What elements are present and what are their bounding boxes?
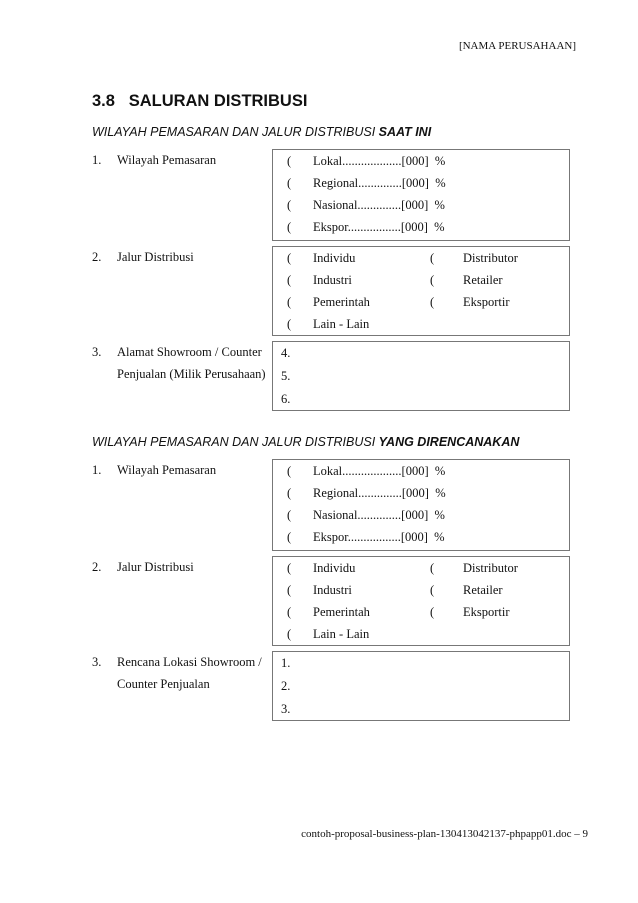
checkbox[interactable]: ( [430, 273, 435, 287]
checkbox[interactable]: ( [287, 486, 292, 500]
option-label: Eksportir [463, 605, 510, 619]
option-label: Regional..............[000] % [313, 176, 446, 190]
address-line[interactable]: 5. [281, 369, 291, 383]
address-line[interactable]: 6. [281, 392, 291, 406]
option-label: Nasional..............[000] % [313, 508, 445, 522]
item-box: ( Lokal...................[000] % ( Regiona… [272, 149, 570, 241]
checkbox[interactable]: ( [287, 464, 292, 478]
checkbox[interactable]: ( [287, 508, 292, 522]
checkbox[interactable]: ( [287, 154, 292, 168]
option-label: Pemerintah [313, 605, 370, 619]
item-box: 1. 2. 3. [272, 651, 570, 721]
option-label: Ekspor.................[000] % [313, 220, 445, 234]
checkbox[interactable]: ( [287, 317, 292, 331]
option-label: Individu [313, 561, 356, 575]
item-number: 2. [92, 250, 102, 264]
item-box: ( Lokal...................[000] % ( Regiona… [272, 459, 570, 551]
checkbox[interactable]: ( [430, 583, 435, 597]
option-label: Distributor [463, 251, 518, 265]
option-label: Lain - Lain [313, 317, 370, 331]
checkbox[interactable]: ( [430, 251, 435, 265]
address-line[interactable]: 3. [281, 702, 291, 716]
item-label: Wilayah Pemasaran [117, 463, 217, 477]
checkbox[interactable]: ( [430, 561, 435, 575]
checkbox[interactable]: ( [287, 561, 292, 575]
checkbox[interactable]: ( [287, 220, 292, 234]
option-label: Retailer [463, 583, 503, 597]
option-label: Nasional..............[000] % [313, 198, 445, 212]
checkbox[interactable]: ( [287, 583, 292, 597]
item-label: Jalur Distribusi [117, 560, 194, 574]
page-header: [NAMA PERUSAHAAN] [458, 40, 576, 52]
page-footer: contoh-proposal-business-plan-1304130421… [301, 828, 588, 840]
checkbox[interactable]: ( [287, 251, 292, 265]
checkbox[interactable]: ( [287, 627, 292, 641]
item-number: 2. [92, 560, 102, 574]
item-box: ( Individu ( Industri ( Pemerintah ( Lain - Lai… [272, 246, 570, 336]
option-label: Ekspor.................[000] % [313, 530, 445, 544]
option-label: Eksportir [463, 295, 510, 309]
option-label: Lokal...................[000] % [313, 154, 446, 168]
option-label: Regional..............[000] % [313, 486, 446, 500]
option-label: Lain - Lain [313, 627, 370, 641]
address-line[interactable]: 1. [281, 656, 291, 670]
item-box: ( Individu ( Industri ( Pemerintah ( Lain - Lai… [272, 556, 570, 646]
checkbox[interactable]: ( [430, 605, 435, 619]
address-line[interactable]: 4. [281, 346, 291, 360]
checkbox[interactable]: ( [287, 605, 292, 619]
item-number: 1. [92, 463, 102, 477]
item-label: Jalur Distribusi [117, 250, 194, 264]
option-label: Lokal...................[000] % [313, 464, 446, 478]
checkbox[interactable]: ( [430, 295, 435, 309]
option-label: Industri [313, 273, 352, 287]
item-label: Alamat Showroom / Counter Penjualan (Mili… [117, 345, 266, 381]
item-label: Wilayah Pemasaran [117, 153, 217, 167]
item-label: Rencana Lokasi Showroom / Counter Penjual… [117, 655, 262, 691]
checkbox[interactable]: ( [287, 530, 292, 544]
checkbox[interactable]: ( [287, 176, 292, 190]
option-label: Pemerintah [313, 295, 370, 309]
option-label: Individu [313, 251, 356, 265]
section-subtitle: WILAYAH PEMASARAN DAN JALUR DISTRIBUSI S… [92, 125, 432, 139]
option-label: Industri [313, 583, 352, 597]
item-number: 3. [92, 655, 102, 669]
checkbox[interactable]: ( [287, 198, 292, 212]
address-line[interactable]: 2. [281, 679, 291, 693]
option-label: Distributor [463, 561, 518, 575]
item-box: 4. 5. 6. [272, 341, 570, 411]
item-number: 3. [92, 345, 102, 359]
option-label: Retailer [463, 273, 503, 287]
section-subtitle: WILAYAH PEMASARAN DAN JALUR DISTRIBUSI Y… [92, 435, 520, 449]
checkbox[interactable]: ( [287, 295, 292, 309]
item-number: 1. [92, 153, 102, 167]
section-title: 3.8 SALURAN DISTRIBUSI [92, 92, 308, 110]
checkbox[interactable]: ( [287, 273, 292, 287]
